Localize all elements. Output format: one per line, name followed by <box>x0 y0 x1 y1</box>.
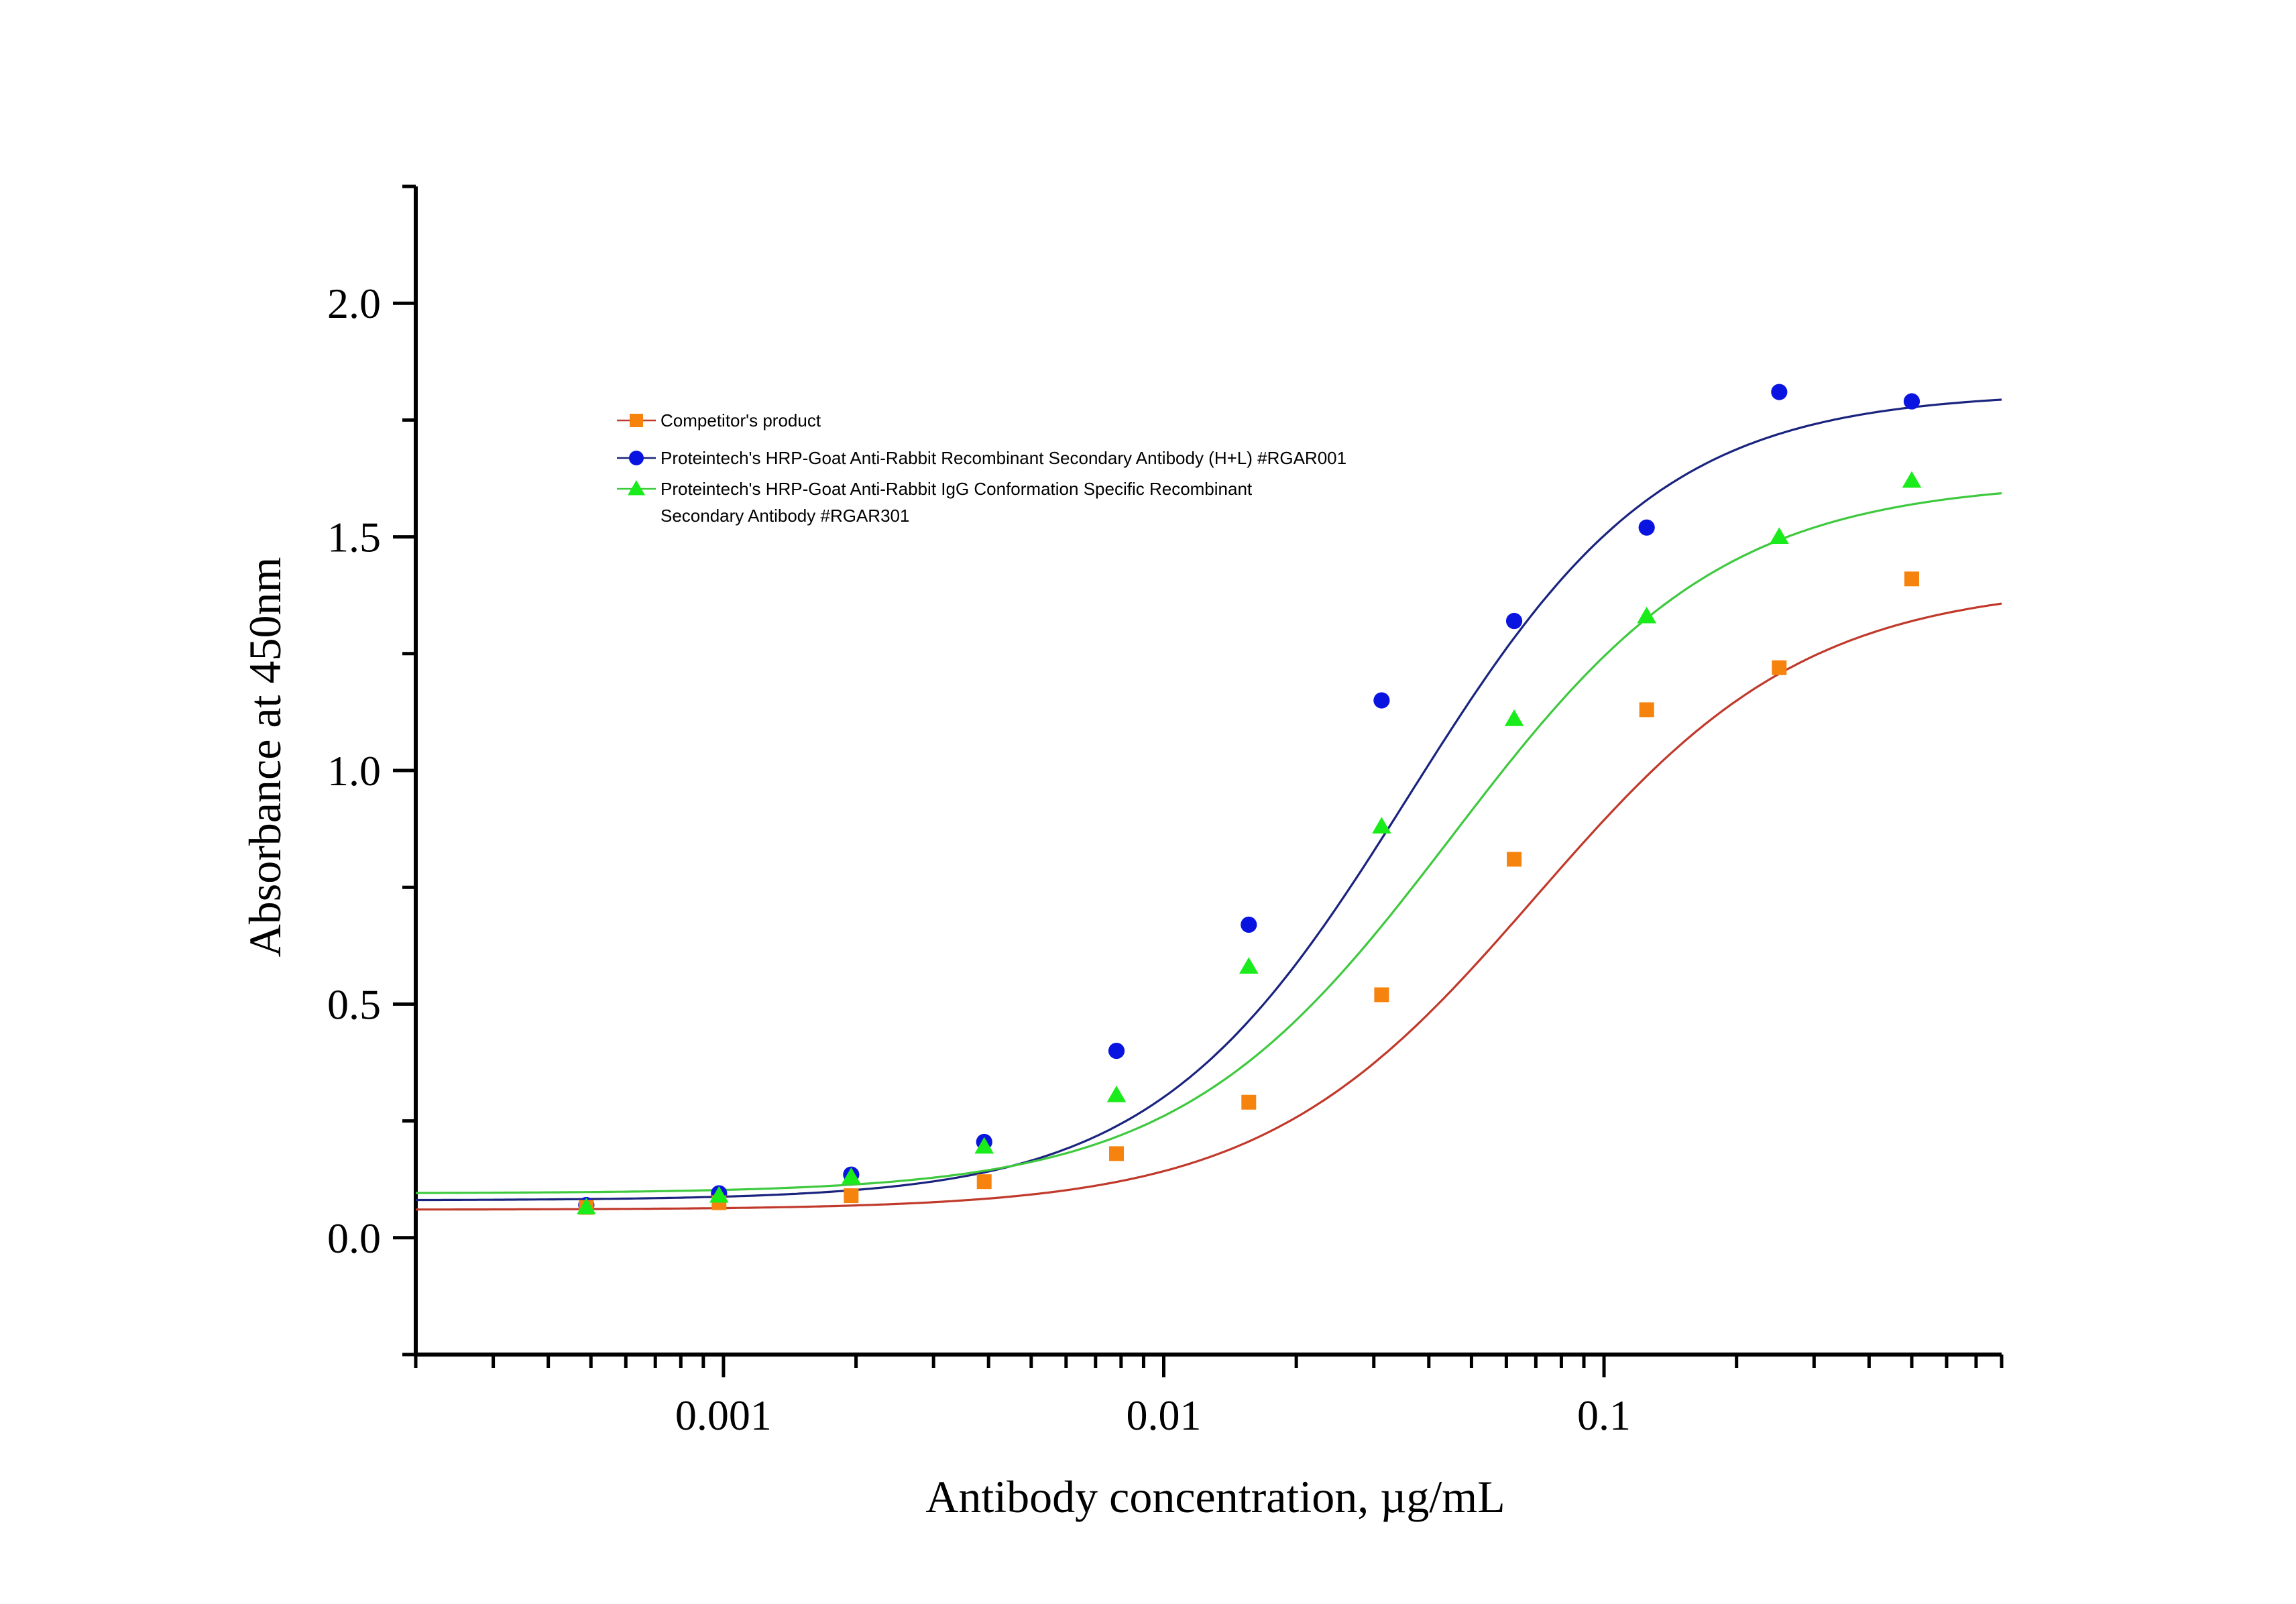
fit-curves <box>415 398 2002 1211</box>
data-point-series-1 <box>1109 1146 1125 1161</box>
legend-label: Proteintech's HRP-Goat Anti-Rabbit IgG C… <box>661 479 1253 499</box>
legend-label: Competitor's product <box>661 410 821 431</box>
data-point-series-3 <box>577 1198 596 1214</box>
data-point-series-2 <box>1638 519 1655 536</box>
data-point-series-3 <box>974 1137 994 1154</box>
data-points <box>577 384 1922 1215</box>
fit-curve-series-2 <box>415 398 2002 1202</box>
data-point-series-1 <box>1639 702 1654 718</box>
legend: Competitor's product Proteintech's HRP-Go… <box>617 410 1346 526</box>
data-point-series-3 <box>842 1167 861 1184</box>
data-point-series-3 <box>1637 606 1657 624</box>
legend-marker-3 <box>627 479 646 496</box>
data-point-series-2 <box>1771 384 1788 400</box>
data-point-series-1 <box>1772 660 1787 675</box>
y-axis-title: Absorbance at 450nm <box>239 557 290 958</box>
y-tick-label: 0.5 <box>327 980 381 1028</box>
data-point-series-1 <box>1374 987 1389 1002</box>
data-point-series-3 <box>1372 817 1391 834</box>
data-point-series-2 <box>1373 692 1390 709</box>
x-tick-label: 0.1 <box>1577 1391 1631 1439</box>
legend-label: Secondary Antibody #RGAR301 <box>661 506 909 526</box>
data-point-series-2 <box>1241 916 1257 933</box>
data-point-series-2 <box>1505 612 1523 630</box>
axes: 0.0 0.5 1.0 1.5 2.0 0.001 0.01 0.1 <box>327 184 2004 1439</box>
x-tick-label: 0.01 <box>1126 1391 1201 1439</box>
legend-marker-1 <box>630 414 643 427</box>
data-point-series-1 <box>1241 1094 1257 1110</box>
data-point-series-3 <box>1504 709 1524 726</box>
data-point-series-2 <box>1903 393 1920 410</box>
legend-marker-2 <box>629 451 644 465</box>
data-point-series-3 <box>1239 957 1259 974</box>
y-tick-label: 1.0 <box>327 747 381 795</box>
data-point-series-3 <box>1902 471 1922 488</box>
data-point-series-3 <box>709 1186 729 1203</box>
data-point-series-2 <box>1108 1042 1125 1059</box>
legend-label: Proteintech's HRP-Goat Anti-Rabbit Recom… <box>661 448 1346 468</box>
x-axis-title: Antibody concentration, µg/mL <box>925 1471 1505 1522</box>
y-tick-label: 2.0 <box>327 280 381 327</box>
y-tick-label: 0.0 <box>327 1214 381 1262</box>
y-tick-label: 1.5 <box>327 514 381 561</box>
data-point-series-1 <box>1507 852 1522 867</box>
data-point-series-1 <box>976 1174 992 1190</box>
data-point-series-3 <box>1770 527 1789 544</box>
fit-curve-series-1 <box>416 602 2002 1211</box>
data-point-series-1 <box>1904 571 1919 587</box>
x-tick-label: 0.001 <box>675 1391 772 1439</box>
data-point-series-3 <box>1106 1085 1127 1102</box>
data-point-series-1 <box>844 1188 859 1204</box>
fit-curve-series-3 <box>415 492 2002 1194</box>
